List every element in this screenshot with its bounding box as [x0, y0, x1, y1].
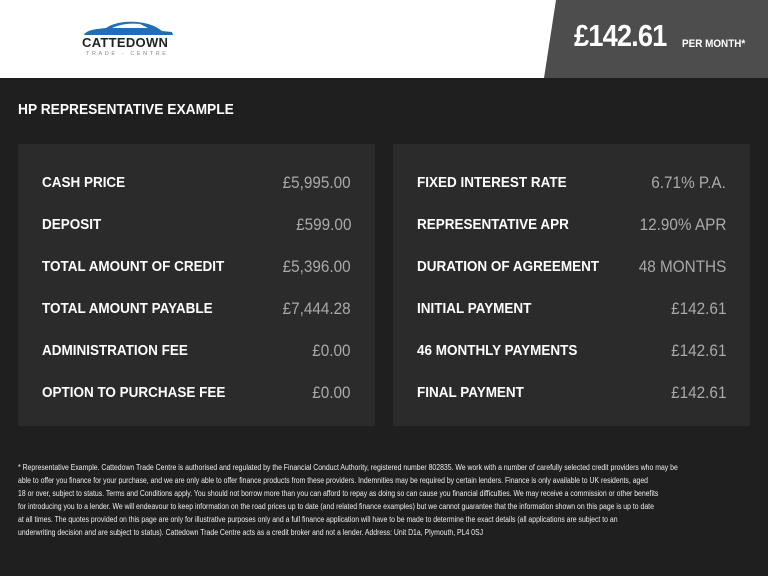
disclaimer: * Representative Example. Cattedown Trad…: [18, 462, 678, 539]
finance-row: TOTAL AMOUNT OF CREDIT £5,396.00: [42, 257, 351, 277]
row-value: £142.61: [670, 341, 726, 360]
finance-row: INITIAL PAYMENT £142.61: [417, 299, 726, 319]
row-value: 48 MONTHS: [638, 257, 726, 276]
finance-panel-left: CASH PRICE £5,995.00 DEPOSIT £599.00 TOTAL A…: [18, 144, 375, 426]
row-label: REPRESENTATIVE APR: [417, 217, 569, 233]
finance-row: FIXED INTEREST RATE 6.71% P.A.: [417, 173, 726, 193]
brand-subtitle: TRADE - CENTRE: [86, 51, 169, 57]
row-label: CASH PRICE: [42, 175, 126, 191]
row-value: £0.00: [312, 341, 351, 360]
finance-row: DEPOSIT £599.00: [42, 215, 351, 235]
finance-row: ADMINISTRATION FEE £0.00: [42, 341, 351, 361]
row-value: 6.71% P.A.: [651, 173, 726, 192]
disclaimer-line: at all times. The quotes provided on thi…: [18, 514, 618, 524]
cattedown-logo: CATTEDOWN TRADE - CENTRE: [82, 20, 176, 60]
row-label: INITIAL PAYMENT: [417, 301, 532, 317]
finance-row: REPRESENTATIVE APR 12.90% APR: [417, 215, 726, 235]
row-label: DEPOSIT: [42, 217, 102, 233]
row-value: £5,396.00: [282, 257, 351, 276]
disclaimer-line: for introducing you to a lender. We will…: [18, 501, 654, 511]
row-label: ADMINISTRATION FEE: [42, 343, 188, 359]
header: CATTEDOWN TRADE - CENTRE £142.61 PER MON…: [0, 0, 768, 78]
row-value: £7,444.28: [282, 299, 351, 318]
row-label: DURATION OF AGREEMENT: [417, 259, 600, 275]
brand-name: CATTEDOWN: [82, 35, 169, 50]
row-label: TOTAL AMOUNT PAYABLE: [42, 301, 213, 317]
row-value: £5,995.00: [282, 173, 351, 192]
row-label: FIXED INTEREST RATE: [417, 175, 567, 191]
finance-row: FINAL PAYMENT £142.61: [417, 383, 726, 403]
disclaimer-line: underwriting decision and are subject to…: [18, 527, 484, 537]
disclaimer-line: able to offer you finance for your purch…: [18, 475, 649, 485]
row-label: OPTION TO PURCHASE FEE: [42, 385, 226, 401]
finance-row: 46 MONTHLY PAYMENTS £142.61: [417, 341, 726, 361]
page-title: HP REPRESENTATIVE EXAMPLE: [18, 102, 234, 118]
monthly-price: £142.61: [574, 18, 667, 53]
row-label: FINAL PAYMENT: [417, 385, 524, 401]
row-value: £142.61: [670, 299, 726, 318]
finance-row: DURATION OF AGREEMENT 48 MONTHS: [417, 257, 726, 277]
monthly-price-box: £142.61 PER MONTH*: [544, 0, 768, 78]
row-label: TOTAL AMOUNT OF CREDIT: [42, 259, 225, 275]
finance-panel-right: FIXED INTEREST RATE 6.71% P.A. REPRESENTAT…: [393, 144, 750, 426]
disclaimer-line: 18 or over, subject to status. Terms and…: [18, 488, 659, 498]
finance-row: CASH PRICE £5,995.00: [42, 173, 351, 193]
row-value: £142.61: [670, 383, 726, 402]
finance-row: OPTION TO PURCHASE FEE £0.00: [42, 383, 351, 403]
row-label: 46 MONTHLY PAYMENTS: [417, 343, 578, 359]
row-value: £0.00: [312, 383, 351, 402]
row-value: 12.90% APR: [639, 215, 726, 234]
row-value: £599.00: [295, 215, 351, 234]
finance-row: TOTAL AMOUNT PAYABLE £7,444.28: [42, 299, 351, 319]
price-suffix: PER MONTH*: [682, 38, 746, 50]
disclaimer-line: * Representative Example. Cattedown Trad…: [18, 463, 678, 472]
car-icon: [84, 21, 173, 35]
